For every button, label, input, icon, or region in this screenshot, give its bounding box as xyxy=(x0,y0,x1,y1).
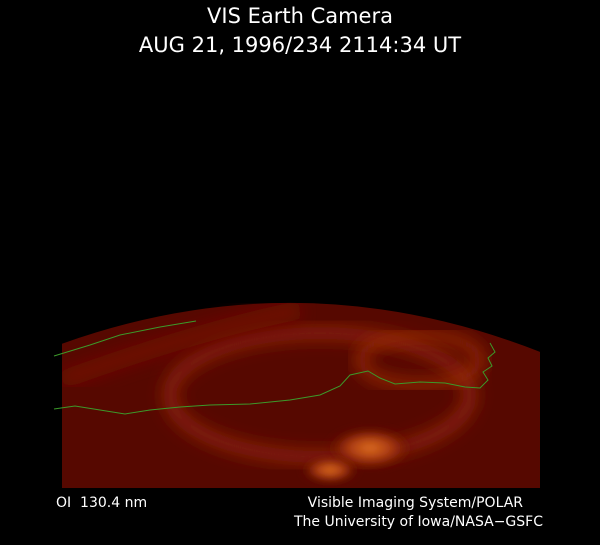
earth-image xyxy=(62,301,540,488)
limb-glow xyxy=(62,301,302,389)
coastline xyxy=(53,342,496,415)
auroral-bright-spot xyxy=(300,456,360,484)
instrument-label: Visible Imaging System/POLAR xyxy=(308,495,524,511)
subtitle: AUG 21, 1996/234 2114:34 UT xyxy=(139,33,461,57)
auroral-arc xyxy=(355,330,485,390)
coastline xyxy=(53,320,197,357)
title: VIS Earth Camera xyxy=(207,4,393,28)
wavelength-label: OI 130.4 nm xyxy=(56,495,147,511)
coastlines xyxy=(53,320,496,415)
institution-label: The University of Iowa/NASA−GSFC xyxy=(293,514,543,530)
